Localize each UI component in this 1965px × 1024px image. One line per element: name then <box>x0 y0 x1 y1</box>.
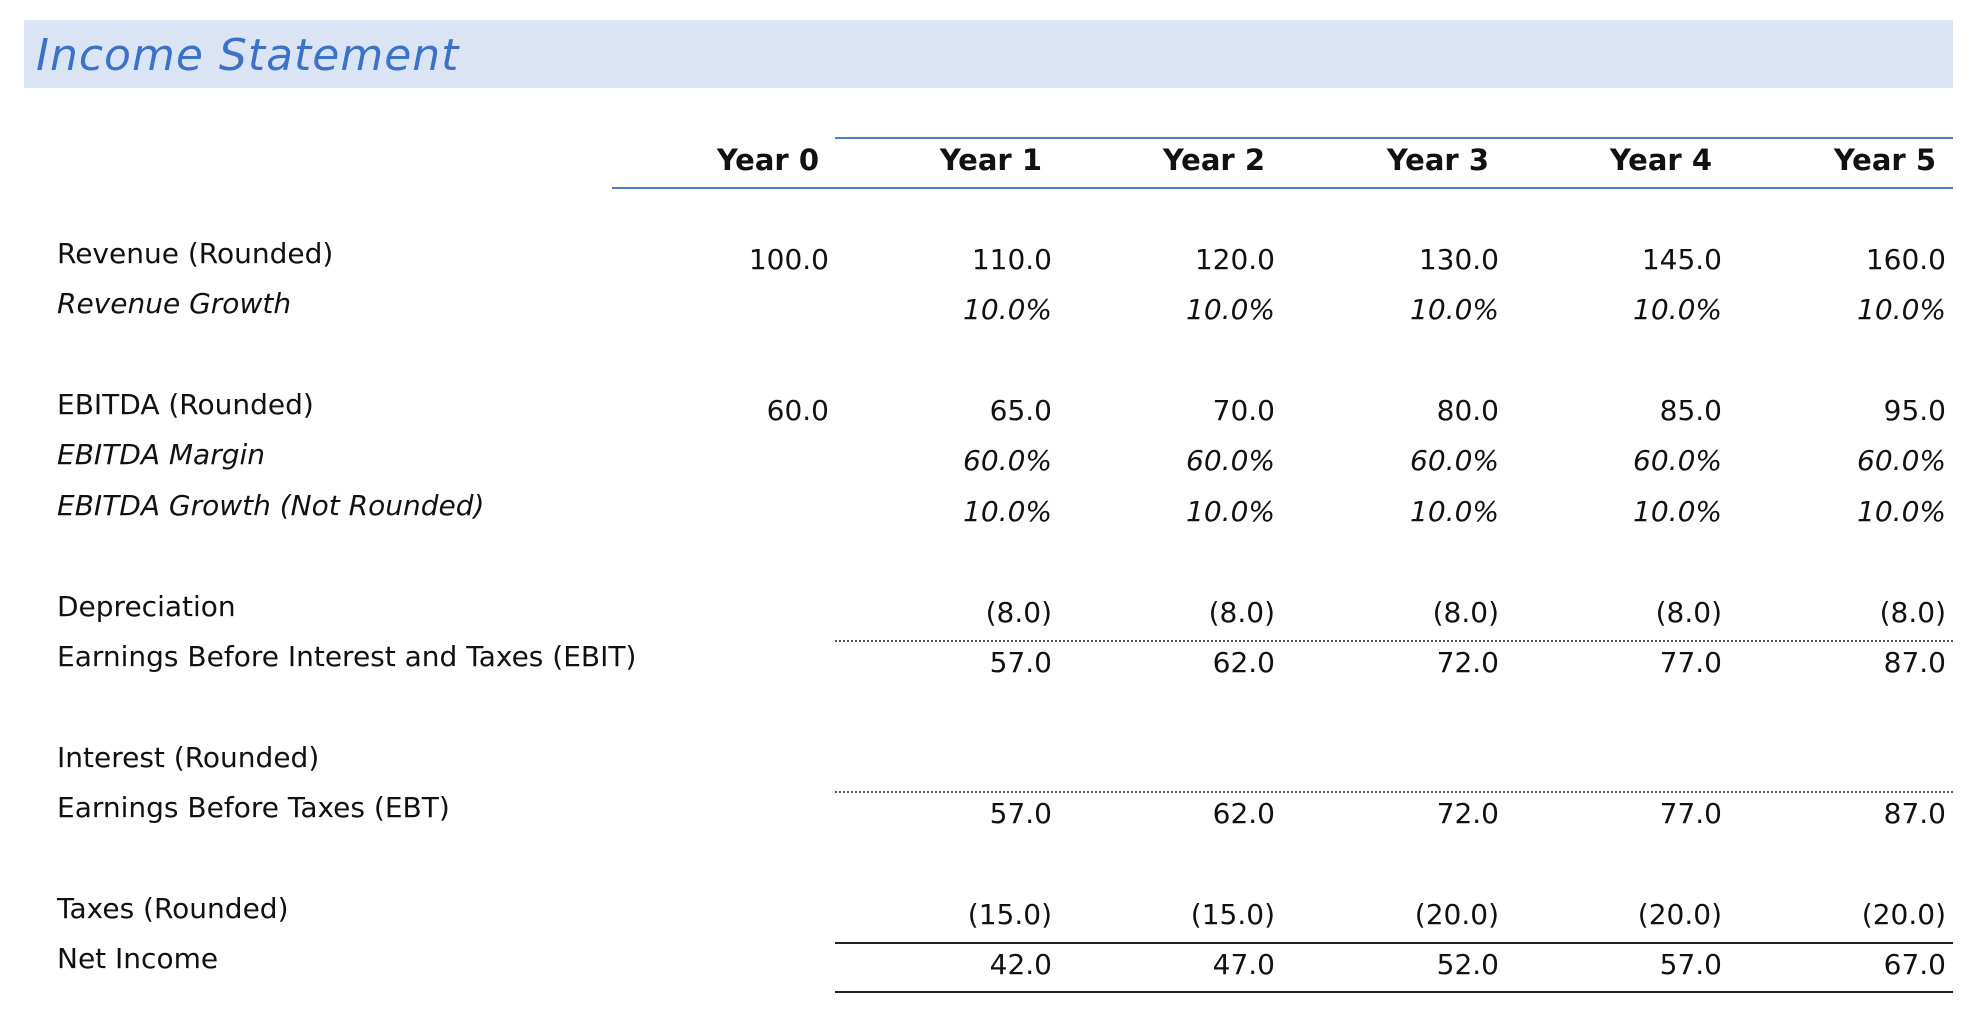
cell-value: (8.0) <box>1879 596 1946 629</box>
row-label: Earnings Before Taxes (EBT) <box>57 791 450 824</box>
cell-value: 60.0% <box>1410 444 1499 477</box>
cell-value: 42.0 <box>989 948 1052 981</box>
cell-value: 52.0 <box>1436 948 1499 981</box>
row-label: EBITDA Growth (Not Rounded) <box>57 489 485 522</box>
cell-value: 10.0% <box>1633 293 1722 326</box>
title: Income Statement <box>36 30 460 81</box>
cell-value: 60.0 <box>766 394 829 427</box>
row-label: Net Income <box>57 942 219 975</box>
cell-value: 110.0 <box>971 243 1052 276</box>
cell-value: (15.0) <box>967 898 1052 931</box>
cell-value: 10.0% <box>963 293 1052 326</box>
column-header: Year 2 <box>1162 143 1265 177</box>
cell-value: 10.0% <box>1633 495 1722 528</box>
header-top-rule <box>835 137 1953 139</box>
cell-value: 77.0 <box>1659 797 1722 830</box>
cell-value: 60.0% <box>963 444 1052 477</box>
cell-value: 67.0 <box>1883 948 1946 981</box>
column-header: Year 3 <box>1386 143 1489 177</box>
cell-value: 77.0 <box>1659 646 1722 679</box>
cell-value: (8.0) <box>1208 596 1275 629</box>
row-label: Taxes (Rounded) <box>57 892 289 925</box>
cell-value: 60.0% <box>1186 444 1275 477</box>
cell-value: (20.0) <box>1861 898 1946 931</box>
column-header: Year 5 <box>1833 143 1936 177</box>
subtotal-rule <box>835 791 1953 793</box>
cell-value: (8.0) <box>985 596 1052 629</box>
row-label: EBITDA Margin <box>57 438 266 471</box>
cell-value: 10.0% <box>1410 293 1499 326</box>
cell-value: (15.0) <box>1190 898 1275 931</box>
cell-value: 95.0 <box>1883 394 1946 427</box>
cell-value: 57.0 <box>989 797 1052 830</box>
cell-value: (8.0) <box>1655 596 1722 629</box>
cell-value: (8.0) <box>1432 596 1499 629</box>
title-bar: Income Statement <box>24 20 1953 88</box>
cell-value: 87.0 <box>1883 646 1946 679</box>
cell-value: 10.0% <box>1186 495 1275 528</box>
cell-value: 72.0 <box>1436 646 1499 679</box>
column-header: Year 0 <box>716 143 819 177</box>
cell-value: 87.0 <box>1883 797 1946 830</box>
cell-value: 57.0 <box>989 646 1052 679</box>
cell-value: 10.0% <box>1857 495 1946 528</box>
column-header: Year 1 <box>939 143 1042 177</box>
cell-value: 100.0 <box>748 243 829 276</box>
row-label: Interest (Rounded) <box>57 741 320 774</box>
cell-value: 65.0 <box>989 394 1052 427</box>
cell-value: 70.0 <box>1212 394 1275 427</box>
row-label: Earnings Before Interest and Taxes (EBIT… <box>57 640 637 673</box>
cell-value: 60.0% <box>1633 444 1722 477</box>
cell-value: 145.0 <box>1641 243 1722 276</box>
column-header: Year 4 <box>1609 143 1712 177</box>
subtotal-rule <box>835 640 1953 642</box>
cell-value: 160.0 <box>1865 243 1946 276</box>
cell-value: 10.0% <box>1186 293 1275 326</box>
total-rule <box>835 991 1953 993</box>
cell-value: 62.0 <box>1212 646 1275 679</box>
cell-value: 60.0% <box>1857 444 1946 477</box>
cell-value: 130.0 <box>1418 243 1499 276</box>
cell-value: 10.0% <box>963 495 1052 528</box>
row-label: Revenue (Rounded) <box>57 237 334 270</box>
cell-value: (20.0) <box>1637 898 1722 931</box>
cell-value: 62.0 <box>1212 797 1275 830</box>
cell-value: 120.0 <box>1194 243 1275 276</box>
header-bottom-rule <box>612 187 1953 189</box>
cell-value: 85.0 <box>1659 394 1722 427</box>
row-label: Depreciation <box>57 590 236 623</box>
cell-value: 47.0 <box>1212 948 1275 981</box>
row-label: Revenue Growth <box>57 287 292 320</box>
row-label: EBITDA (Rounded) <box>57 388 314 421</box>
cell-value: 10.0% <box>1857 293 1946 326</box>
total-rule <box>835 942 1953 944</box>
cell-value: (20.0) <box>1414 898 1499 931</box>
cell-value: 57.0 <box>1659 948 1722 981</box>
cell-value: 72.0 <box>1436 797 1499 830</box>
cell-value: 10.0% <box>1410 495 1499 528</box>
cell-value: 80.0 <box>1436 394 1499 427</box>
